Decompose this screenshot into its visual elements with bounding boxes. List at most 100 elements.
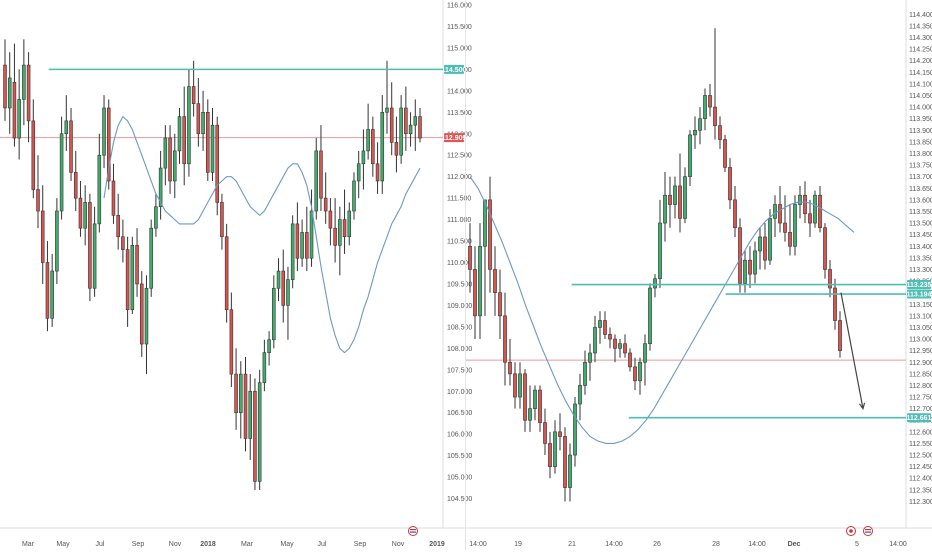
x-tick-label: Sep: [132, 541, 145, 548]
candle-body: [352, 180, 356, 212]
y-tick-label: 113.800: [909, 151, 932, 158]
x-tick-label: Mar: [22, 541, 35, 548]
y-tick-label: 112.500: [447, 153, 472, 160]
candle-body: [121, 236, 125, 250]
candle: [653, 274, 657, 298]
candle-body: [215, 124, 219, 203]
candle-body: [578, 385, 582, 405]
candle: [793, 195, 797, 256]
candle: [45, 241, 50, 332]
candle-body: [488, 199, 492, 270]
candle-body: [361, 150, 366, 165]
candle: [338, 206, 342, 276]
candle: [738, 218, 742, 293]
candle-body: [50, 270, 54, 319]
y-tick-label: 109.500: [447, 281, 472, 288]
candle: [314, 138, 319, 220]
candle: [698, 107, 702, 145]
candle: [628, 348, 632, 372]
candle-body: [718, 125, 722, 140]
candle-body: [673, 185, 677, 205]
candle-body: [323, 197, 328, 212]
level-badge-text: 113.194: [907, 292, 932, 299]
candle-body: [36, 189, 40, 212]
candle: [187, 69, 191, 177]
x-tick-label: Jul: [96, 541, 105, 548]
candle-body: [563, 436, 567, 488]
y-tick-label: 111.500: [447, 196, 471, 203]
candle-body: [17, 99, 21, 139]
candle-body: [135, 245, 139, 285]
event-flag-icon[interactable]: [408, 526, 418, 536]
y-tick-label: 113.950: [909, 116, 932, 123]
candle: [473, 246, 477, 340]
candle-body: [173, 150, 177, 182]
candle: [281, 249, 286, 323]
candle: [783, 195, 787, 242]
event-flag-ring: [863, 526, 873, 536]
candle: [243, 356, 248, 452]
y-tick-label: 108.000: [447, 346, 472, 353]
y-tick-label: 105.500: [447, 453, 472, 460]
candle-body: [588, 352, 592, 363]
candle: [543, 408, 547, 456]
y-tick-label: 112.400: [909, 476, 932, 483]
candle-body: [758, 236, 762, 252]
y-tick-label: 113.700: [909, 174, 932, 181]
candle-body: [683, 176, 687, 219]
candle-body: [97, 154, 102, 225]
candle: [643, 334, 647, 386]
candle-body: [404, 107, 408, 135]
candle: [295, 202, 300, 272]
candle-body: [643, 343, 647, 363]
candle: [708, 83, 712, 117]
candle: [352, 172, 356, 220]
y-tick-label: 114.150: [909, 70, 932, 77]
candle: [404, 86, 408, 151]
candle-body: [418, 116, 422, 139]
candle: [838, 311, 842, 358]
candle-body: [55, 210, 59, 272]
candle: [78, 180, 83, 237]
y-tick-label: 112.900: [909, 360, 932, 367]
candle: [97, 133, 102, 233]
candle: [366, 103, 370, 160]
level-price-badge: 114.500: [442, 64, 467, 74]
level-price-badge: 112.661: [907, 413, 932, 423]
candle-body: [187, 86, 191, 165]
y-tick-label: 114.350: [909, 23, 932, 30]
candle-body: [663, 194, 667, 224]
candle-body: [272, 287, 276, 341]
price-axis: [906, 0, 932, 550]
candle: [272, 275, 276, 349]
candle: [773, 195, 777, 237]
candle-body: [768, 218, 772, 261]
candle: [623, 334, 627, 358]
y-tick-label: 114.400: [909, 12, 932, 19]
candle: [375, 142, 380, 194]
candle: [758, 227, 762, 270]
candle-body: [533, 389, 537, 409]
candle: [788, 204, 792, 256]
candle: [418, 108, 422, 143]
x-tick-label: 19: [514, 541, 522, 548]
candle-body: [723, 139, 727, 168]
event-flag-icon[interactable]: [863, 526, 873, 536]
candle: [26, 52, 31, 143]
candle: [220, 193, 224, 250]
candle: [408, 112, 413, 147]
candle: [323, 172, 328, 224]
candle-body: [111, 180, 116, 216]
event-flag-icon[interactable]: [846, 526, 856, 536]
y-tick-label: 113.050: [909, 325, 932, 332]
candle: [83, 185, 87, 246]
candle-body: [813, 194, 817, 224]
candle-body: [518, 373, 522, 398]
candle: [125, 236, 130, 327]
candle: [693, 116, 697, 149]
candle-body: [356, 163, 361, 182]
candle-body: [286, 279, 290, 306]
candle-body: [618, 343, 622, 349]
x-tick-label: 2019: [429, 541, 445, 548]
